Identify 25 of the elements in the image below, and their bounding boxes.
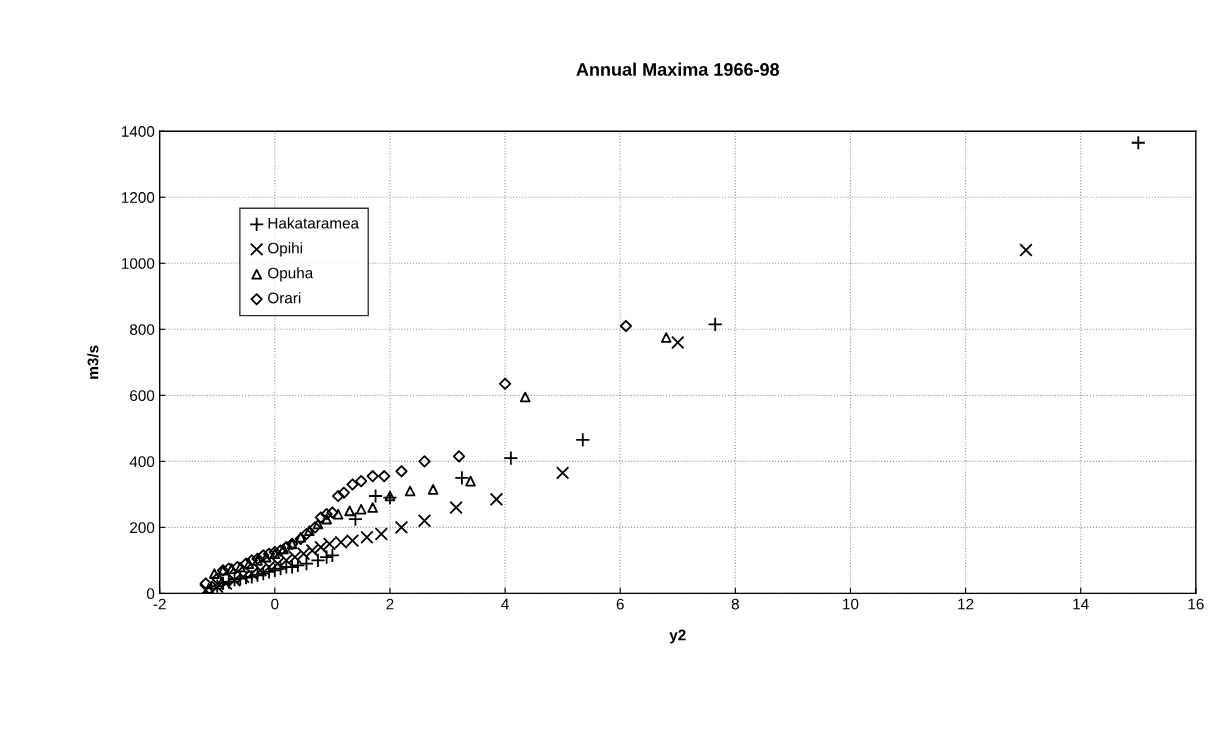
legend-label: Hakataramea xyxy=(268,217,360,229)
y-tick-label: 400 xyxy=(129,456,155,468)
y-tick-label: 1200 xyxy=(122,192,155,203)
x-tick-label: 12 xyxy=(958,598,974,610)
x-tick-label: 2 xyxy=(386,598,394,610)
x-tick-label: 6 xyxy=(616,598,624,610)
y-tick-label: 800 xyxy=(130,324,155,335)
legend-label: Opihi xyxy=(268,242,302,257)
x-tick-label: 0 xyxy=(271,598,279,610)
legend-label: Opuha xyxy=(268,267,314,282)
x-tick-label: 10 xyxy=(843,598,859,610)
y-tick-label: 200 xyxy=(130,522,155,534)
x-axis-title: y2 xyxy=(669,629,686,644)
y-tick-label: 0 xyxy=(146,588,155,600)
x-tick-label: 4 xyxy=(501,598,509,610)
x-tick-label: 8 xyxy=(731,598,739,610)
y-axis-title: m3/s xyxy=(87,345,99,379)
y-tick-label: 600 xyxy=(130,390,155,402)
y-tick-label: 1000 xyxy=(122,258,155,269)
legend-label: Orari xyxy=(268,292,301,304)
x-tick-label: -2 xyxy=(153,598,166,610)
chart-title: Annual Maxima 1966-98 xyxy=(576,62,780,76)
x-tick-label: 14 xyxy=(1073,598,1089,610)
y-tick-label: 1400 xyxy=(122,126,155,137)
x-tick-label: 16 xyxy=(1188,598,1204,610)
